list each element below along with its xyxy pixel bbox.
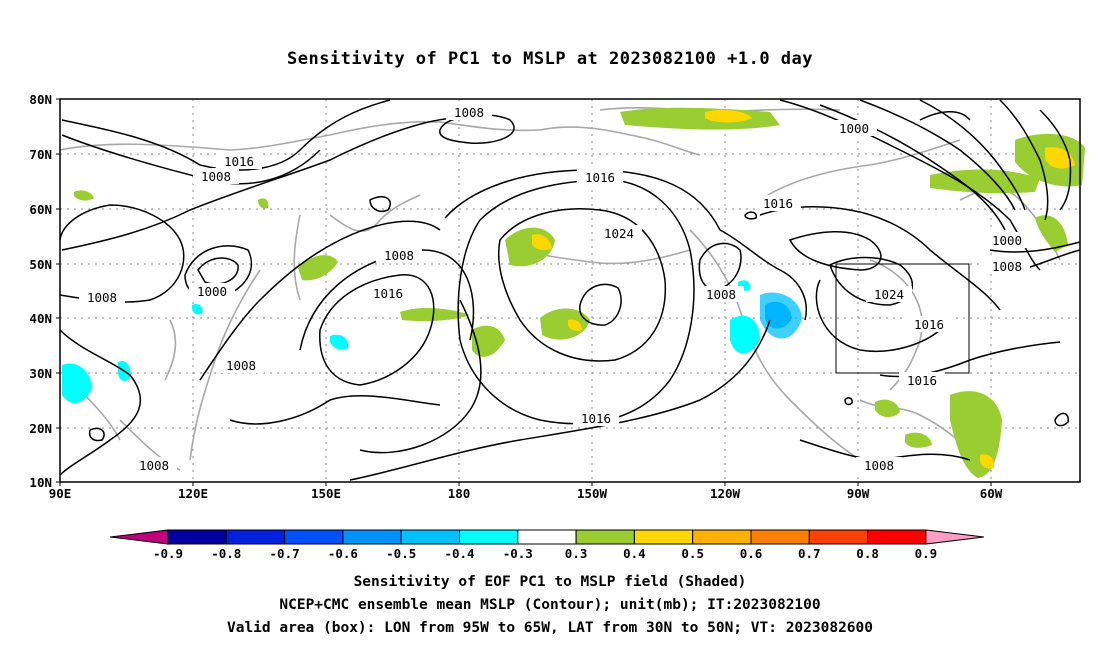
contour-label: 1024 bbox=[874, 287, 904, 302]
lat-label: 40N bbox=[29, 311, 52, 326]
contour-label: 1016 bbox=[581, 411, 611, 426]
lon-label: 120E bbox=[178, 486, 208, 501]
contour-label: 1016 bbox=[224, 154, 254, 169]
contour-label: 1008 bbox=[992, 259, 1022, 274]
colorbar-swatch bbox=[400, 529, 461, 545]
tick-marks bbox=[56, 98, 992, 486]
colorbar-label: -0.5 bbox=[386, 546, 416, 561]
lon-label: 120W bbox=[710, 486, 741, 501]
contour-label: 1000 bbox=[992, 233, 1022, 248]
colorbar-label: -0.7 bbox=[270, 546, 300, 561]
colorbar-label: 0.3 bbox=[565, 546, 588, 561]
colorbar-label: -0.3 bbox=[503, 546, 533, 561]
colorbar-swatch bbox=[517, 529, 577, 545]
contour-label: 1008 bbox=[706, 287, 736, 302]
caption-shading: Sensitivity of EOF PC1 to MSLP field (Sh… bbox=[353, 574, 747, 590]
contour-label: 1008 bbox=[226, 358, 256, 373]
colorbar-swatch bbox=[867, 529, 927, 545]
colorbar-swatch bbox=[808, 529, 869, 545]
colorbar-swatch bbox=[167, 529, 227, 545]
colorbar-label: -0.9 bbox=[153, 546, 183, 561]
lon-label: 180 bbox=[448, 486, 471, 501]
lon-label: 150W bbox=[577, 486, 608, 501]
colorbar-swatch bbox=[225, 529, 286, 545]
colorbar-label: 0.4 bbox=[623, 546, 646, 561]
colorbar-swatch bbox=[692, 529, 752, 545]
colorbar-label: -0.4 bbox=[444, 546, 474, 561]
colorbar-label: 0.8 bbox=[856, 546, 879, 561]
contour-label: 1008 bbox=[864, 458, 894, 473]
colorbar-label: 0.7 bbox=[798, 546, 821, 561]
map-title: Sensitivity of PC1 to MSLP at 2023082100… bbox=[286, 49, 813, 69]
contour-label: 1008 bbox=[454, 105, 484, 120]
colorbar-swatch bbox=[750, 529, 810, 545]
contour-label: 1000 bbox=[839, 121, 869, 136]
lon-label: 150E bbox=[311, 486, 341, 501]
lon-label: 60W bbox=[980, 486, 1003, 501]
colorbar-swatch bbox=[284, 529, 344, 545]
contour-label: 1000 bbox=[197, 284, 227, 299]
caption-valid-area: Valid area (box): LON from 95W to 65W, L… bbox=[226, 620, 873, 636]
contour-label: 1016 bbox=[907, 373, 937, 388]
colorbar-right-arrow bbox=[925, 529, 984, 545]
contour-labels: 1008 1016 1008 1008 1000 1008 1008 1008 … bbox=[79, 104, 1030, 473]
contour-label: 1016 bbox=[763, 196, 793, 211]
contour-label: 1024 bbox=[604, 226, 634, 241]
contour-label: 1008 bbox=[139, 458, 169, 473]
sensitivity-shading bbox=[62, 107, 1085, 478]
lat-label: 10N bbox=[29, 475, 52, 490]
longitude-labels: 90E 120E 150E 180 150W 120W 90W 60W bbox=[49, 486, 1003, 501]
contour-label: 1008 bbox=[87, 290, 117, 305]
contour-label: 1016 bbox=[373, 286, 403, 301]
colorbar-labels: -0.9 -0.8 -0.7 -0.6 -0.5 -0.4 -0.3 0.3 0.4 0.5 0.6… bbox=[153, 546, 937, 561]
contour-label: 1008 bbox=[384, 248, 414, 263]
lat-label: 20N bbox=[29, 421, 52, 436]
contour-label: 1016 bbox=[914, 317, 944, 332]
lon-label: 90W bbox=[847, 486, 870, 501]
colorbar-left-arrow bbox=[109, 529, 169, 545]
colorbar bbox=[109, 529, 984, 545]
contour-label: 1008 bbox=[201, 169, 231, 184]
colorbar-label: -0.8 bbox=[211, 546, 241, 561]
lat-label: 50N bbox=[29, 257, 52, 272]
colorbar-swatch bbox=[633, 529, 694, 545]
map-frame bbox=[59, 98, 1081, 483]
contour-label: 1016 bbox=[585, 170, 615, 185]
lat-label: 60N bbox=[29, 202, 52, 217]
lat-label: 80N bbox=[29, 92, 52, 107]
colorbar-label: 0.9 bbox=[915, 546, 938, 561]
lat-label: 30N bbox=[29, 366, 52, 381]
colorbar-label: 0.6 bbox=[740, 546, 763, 561]
colorbar-swatch bbox=[575, 529, 635, 545]
colorbar-swatch bbox=[342, 529, 402, 545]
latitude-labels: 80N 70N 60N 50N 40N 30N 20N 10N bbox=[29, 92, 52, 490]
colorbar-swatch bbox=[459, 529, 519, 545]
lat-label: 70N bbox=[29, 147, 52, 162]
lon-label: 90E bbox=[49, 486, 72, 501]
colorbar-label: 0.5 bbox=[681, 546, 704, 561]
colorbar-label: -0.6 bbox=[328, 546, 358, 561]
caption-contour: NCEP+CMC ensemble mean MSLP (Contour); u… bbox=[279, 597, 821, 613]
